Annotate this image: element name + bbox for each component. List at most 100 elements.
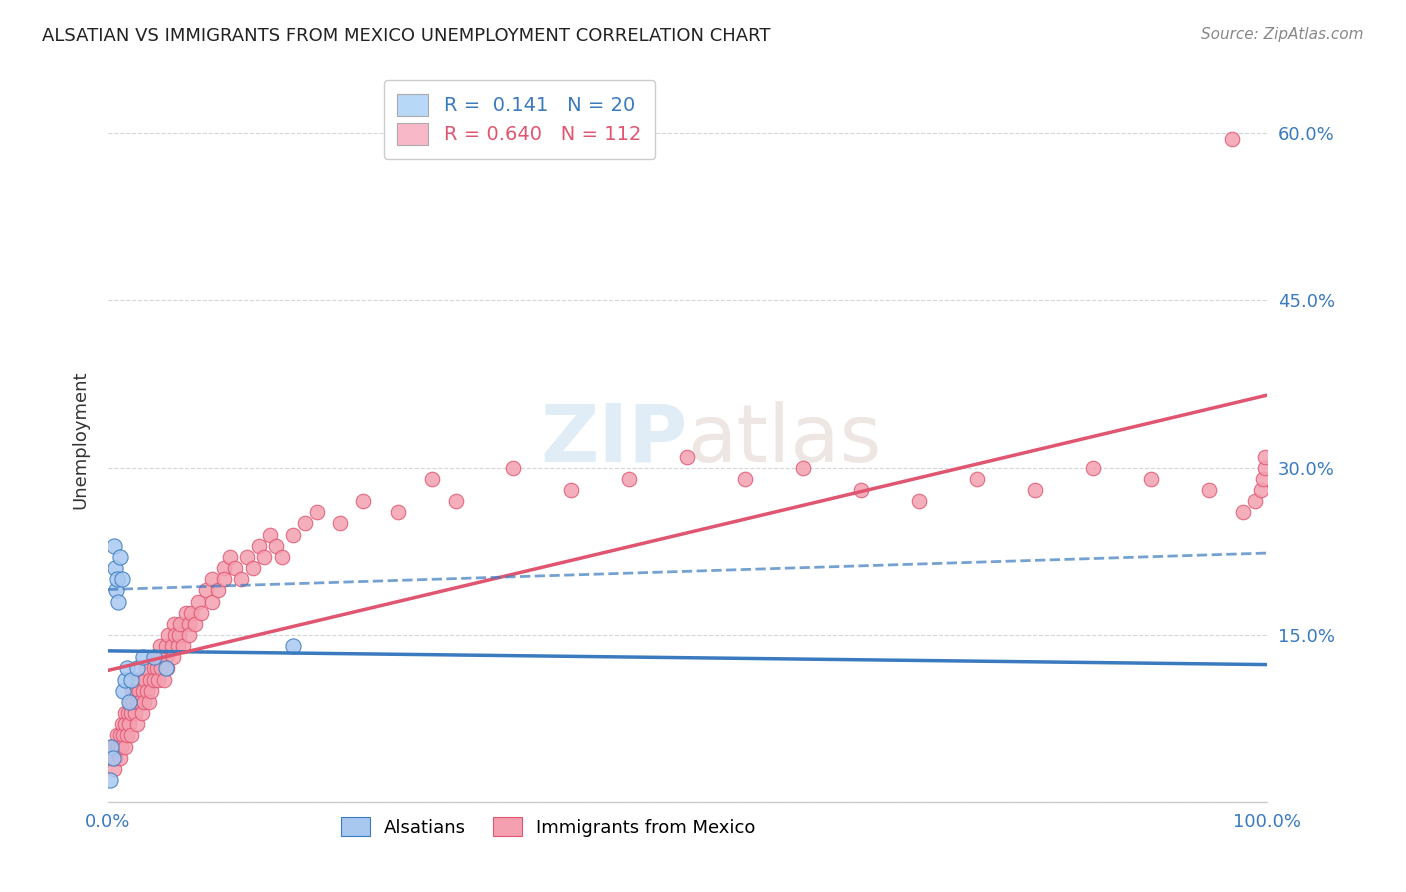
- Point: [224, 561, 246, 575]
- Point: [1232, 505, 1254, 519]
- Point: [124, 706, 146, 720]
- Point: [1198, 483, 1220, 497]
- Point: [145, 661, 167, 675]
- Point: [155, 639, 177, 653]
- Text: atlas: atlas: [688, 401, 882, 479]
- Point: [165, 628, 187, 642]
- Point: [270, 549, 292, 564]
- Point: [125, 695, 148, 709]
- Point: [149, 650, 172, 665]
- Point: [134, 673, 156, 687]
- Point: [127, 673, 149, 687]
- Point: [212, 561, 235, 575]
- Point: [122, 695, 145, 709]
- Point: [121, 683, 143, 698]
- Point: [329, 516, 352, 531]
- Point: [98, 772, 121, 787]
- Point: [305, 505, 328, 519]
- Point: [195, 583, 218, 598]
- Point: [218, 549, 240, 564]
- Point: [253, 549, 276, 564]
- Point: [104, 750, 127, 764]
- Point: [100, 739, 122, 754]
- Point: [1254, 450, 1277, 464]
- Point: [676, 450, 699, 464]
- Point: [118, 695, 141, 709]
- Point: [100, 750, 122, 764]
- Point: [115, 661, 138, 675]
- Y-axis label: Unemployment: Unemployment: [72, 370, 89, 509]
- Point: [138, 695, 160, 709]
- Point: [98, 739, 121, 754]
- Point: [136, 683, 159, 698]
- Point: [1251, 472, 1274, 486]
- Point: [120, 673, 142, 687]
- Point: [169, 616, 191, 631]
- Point: [444, 494, 467, 508]
- Point: [283, 639, 305, 653]
- Point: [105, 583, 128, 598]
- Point: [201, 594, 224, 608]
- Point: [187, 594, 209, 608]
- Point: [908, 494, 931, 508]
- Point: [132, 683, 155, 698]
- Point: [259, 527, 281, 541]
- Point: [1220, 132, 1243, 146]
- Point: [1244, 494, 1267, 508]
- Point: [1139, 472, 1161, 486]
- Point: [101, 750, 124, 764]
- Point: [117, 706, 139, 720]
- Point: [177, 616, 200, 631]
- Legend: Alsatians, Immigrants from Mexico: Alsatians, Immigrants from Mexico: [333, 810, 763, 844]
- Point: [107, 739, 129, 754]
- Point: [792, 460, 814, 475]
- Point: [1250, 483, 1272, 497]
- Point: [129, 695, 152, 709]
- Point: [118, 717, 141, 731]
- Text: Source: ZipAtlas.com: Source: ZipAtlas.com: [1201, 27, 1364, 42]
- Point: [212, 572, 235, 586]
- Point: [247, 539, 270, 553]
- Point: [132, 650, 155, 665]
- Point: [236, 549, 259, 564]
- Point: [734, 472, 756, 486]
- Point: [135, 661, 157, 675]
- Point: [157, 628, 180, 642]
- Point: [101, 739, 124, 754]
- Point: [201, 572, 224, 586]
- Point: [163, 616, 186, 631]
- Point: [105, 572, 128, 586]
- Point: [207, 583, 229, 598]
- Point: [108, 728, 131, 742]
- Point: [112, 683, 135, 698]
- Text: ZIP: ZIP: [540, 401, 688, 479]
- Point: [231, 572, 253, 586]
- Point: [294, 516, 316, 531]
- Point: [143, 650, 166, 665]
- Point: [387, 505, 409, 519]
- Point: [502, 460, 524, 475]
- Point: [1081, 460, 1104, 475]
- Point: [155, 650, 177, 665]
- Point: [152, 673, 174, 687]
- Point: [108, 549, 131, 564]
- Point: [138, 673, 160, 687]
- Point: [108, 750, 131, 764]
- Point: [849, 483, 872, 497]
- Point: [115, 728, 138, 742]
- Point: [103, 539, 125, 553]
- Point: [131, 706, 153, 720]
- Point: [162, 650, 184, 665]
- Point: [125, 683, 148, 698]
- Point: [125, 717, 148, 731]
- Point: [155, 661, 177, 675]
- Text: ALSATIAN VS IMMIGRANTS FROM MEXICO UNEMPLOYMENT CORRELATION CHART: ALSATIAN VS IMMIGRANTS FROM MEXICO UNEMP…: [42, 27, 770, 45]
- Point: [105, 739, 128, 754]
- Point: [139, 683, 162, 698]
- Point: [125, 661, 148, 675]
- Point: [114, 706, 136, 720]
- Point: [619, 472, 641, 486]
- Point: [146, 673, 169, 687]
- Point: [283, 527, 305, 541]
- Point: [150, 661, 173, 675]
